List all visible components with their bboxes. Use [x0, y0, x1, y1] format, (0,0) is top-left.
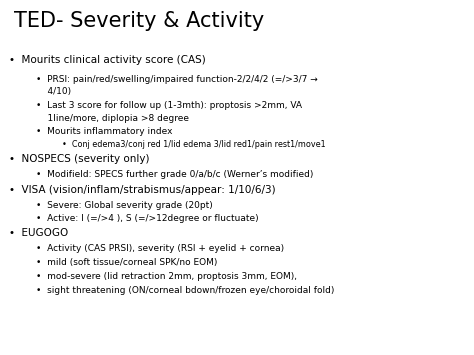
Text: •  Activity (CAS PRSI), severity (RSI + eyelid + cornea): • Activity (CAS PRSI), severity (RSI + e…	[36, 244, 283, 253]
Text: •  Last 3 score for follow up (1-3mth): proptosis >2mm, VA: • Last 3 score for follow up (1-3mth): p…	[36, 101, 301, 110]
Text: •  VISA (vision/inflam/strabismus/appear: 1/10/6/3): • VISA (vision/inflam/strabismus/appear:…	[9, 185, 276, 195]
Text: •  EUGOGO: • EUGOGO	[9, 228, 69, 238]
Text: •  mild (soft tissue/corneal SPK/no EOM): • mild (soft tissue/corneal SPK/no EOM)	[36, 258, 217, 267]
Text: •  PRSI: pain/red/swelling/impaired function-2/2/4/2 (=/>3/7 →: • PRSI: pain/red/swelling/impaired funct…	[36, 75, 317, 83]
Text: TED- Severity & Activity: TED- Severity & Activity	[14, 11, 264, 31]
Text: •  Conj edema3/conj red 1/lid edema 3/lid red1/pain rest1/move1: • Conj edema3/conj red 1/lid edema 3/lid…	[62, 140, 325, 148]
Text: 1line/more, diplopia >8 degree: 1line/more, diplopia >8 degree	[36, 114, 189, 122]
Text: •  Severe: Global severity grade (20pt): • Severe: Global severity grade (20pt)	[36, 201, 212, 209]
Text: •  mod-severe (lid retraction 2mm, proptosis 3mm, EOM),: • mod-severe (lid retraction 2mm, propto…	[36, 272, 297, 281]
Text: •  NOSPECS (severity only): • NOSPECS (severity only)	[9, 154, 150, 164]
Text: •  Mourits clinical activity score (CAS): • Mourits clinical activity score (CAS)	[9, 55, 206, 65]
Text: 4/10): 4/10)	[36, 87, 71, 96]
Text: •  Modifield: SPECS further grade 0/a/b/c (Werner’s modified): • Modifield: SPECS further grade 0/a/b/c…	[36, 170, 313, 179]
Text: •  Mourits inflammatory index: • Mourits inflammatory index	[36, 127, 172, 136]
Text: •  sight threatening (ON/corneal bdown/frozen eye/choroidal fold): • sight threatening (ON/corneal bdown/fr…	[36, 286, 334, 295]
Text: •  Active: I (=/>4 ), S (=/>12degree or fluctuate): • Active: I (=/>4 ), S (=/>12degree or f…	[36, 214, 258, 223]
